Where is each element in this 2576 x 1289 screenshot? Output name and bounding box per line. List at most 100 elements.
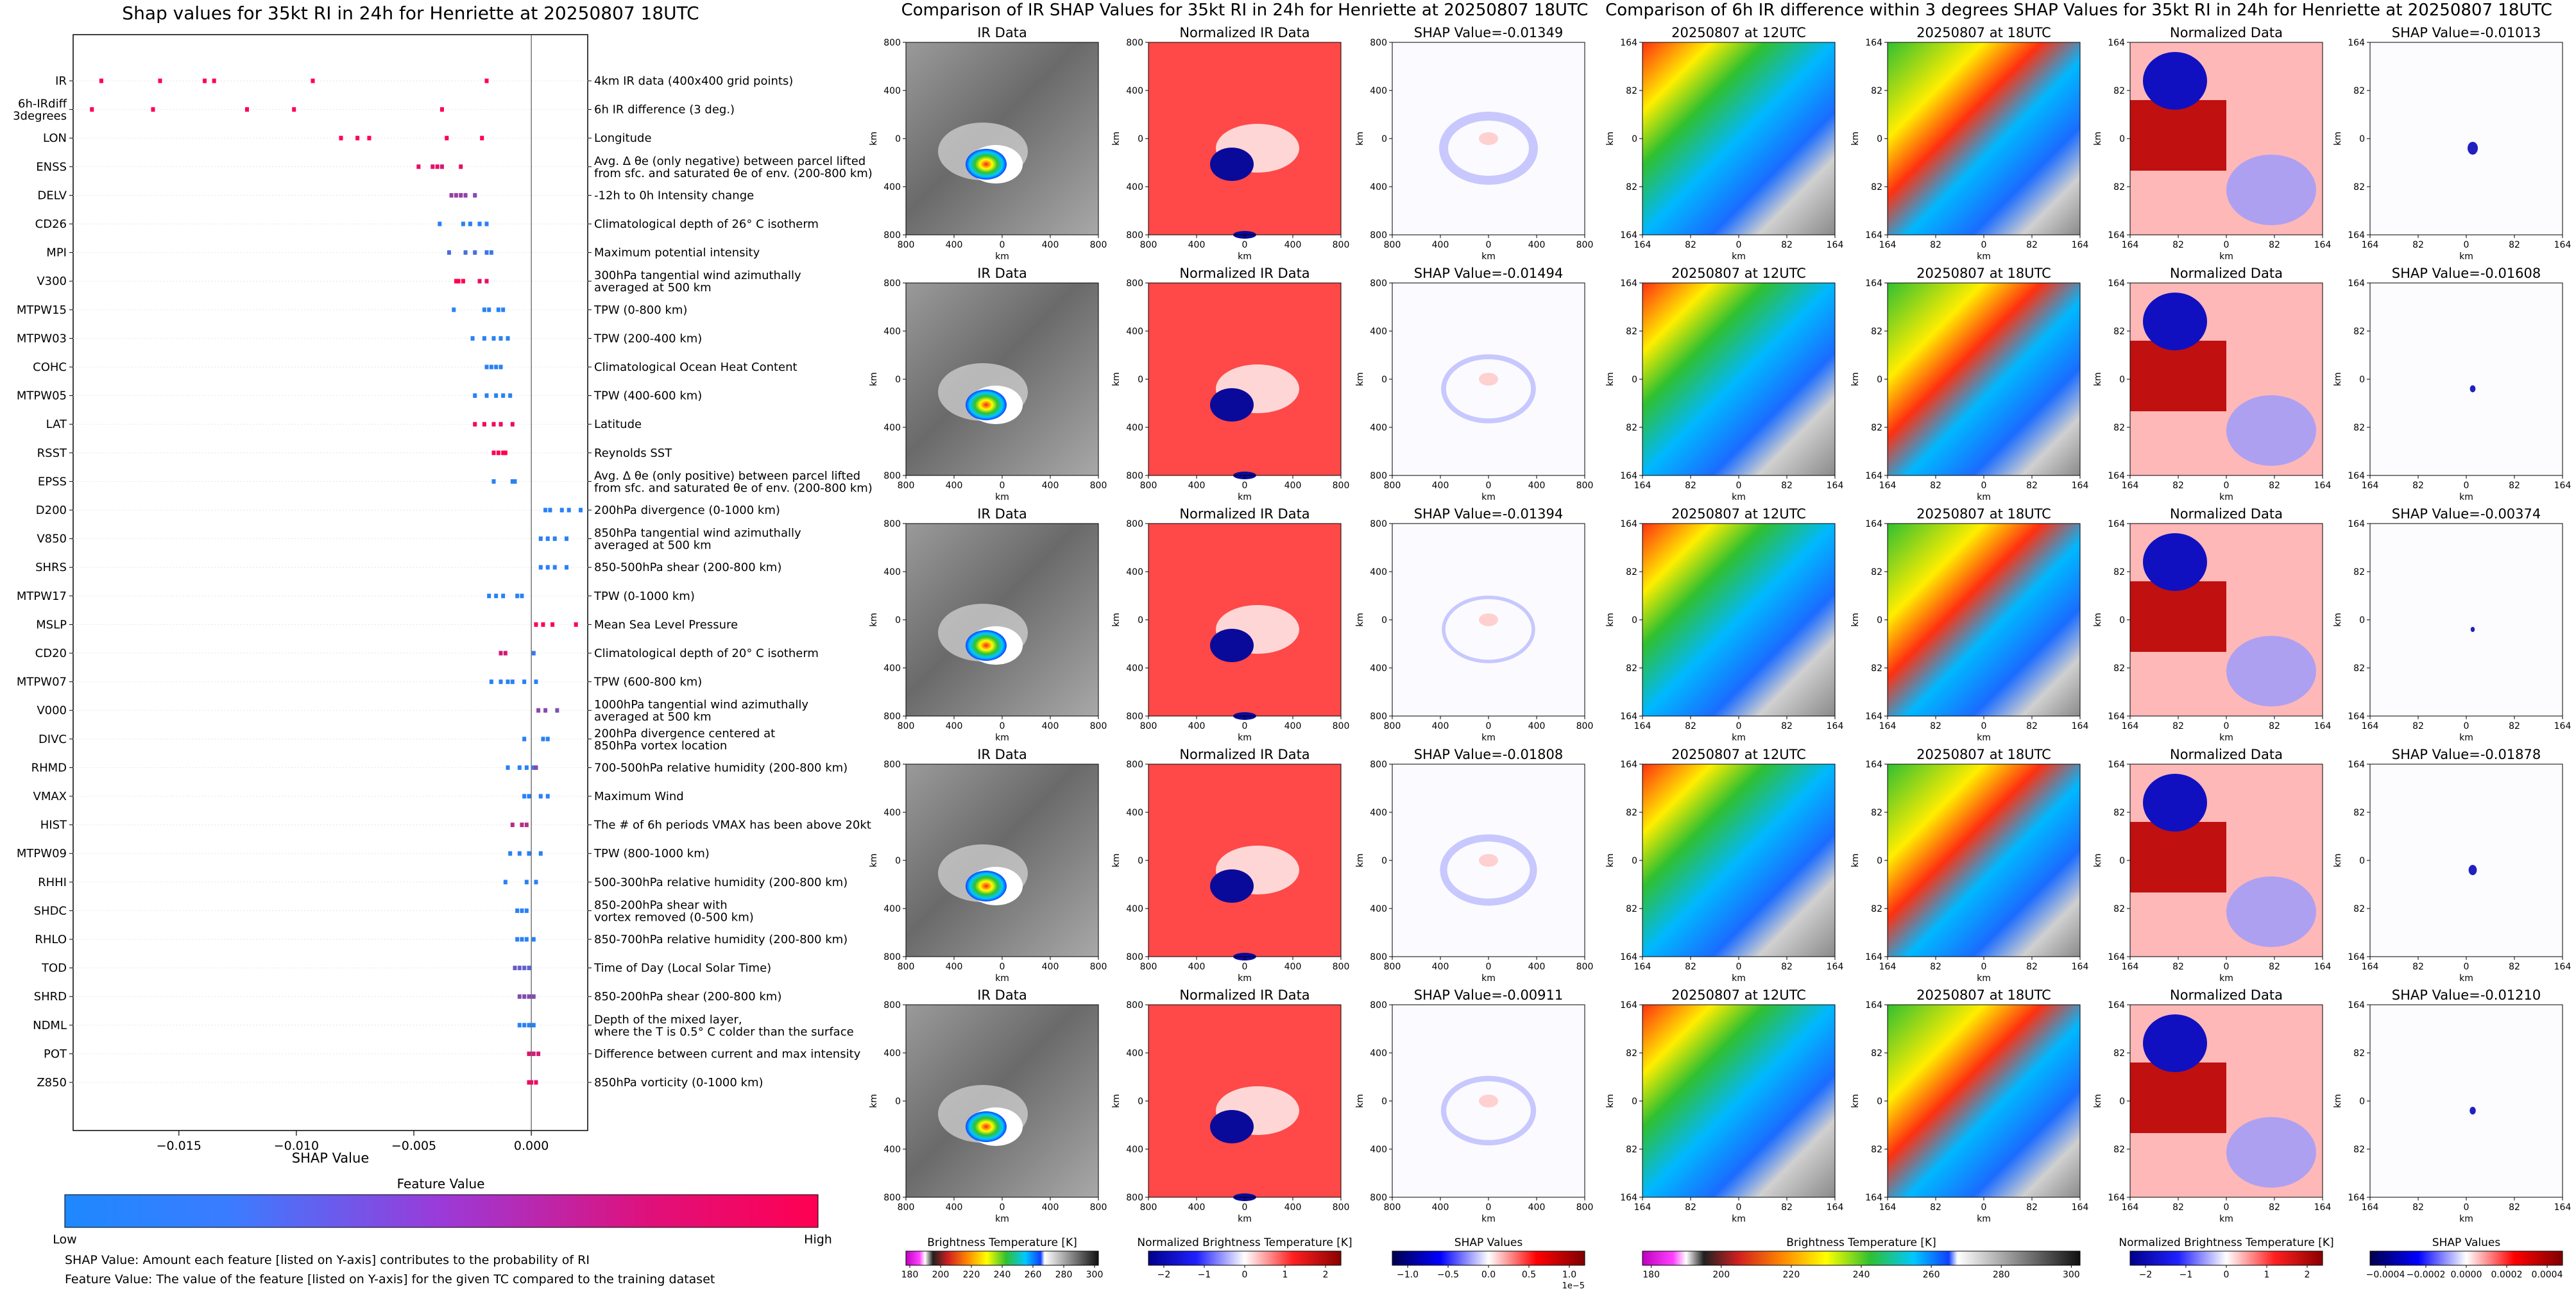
colorbar-low-label: Low (53, 1233, 76, 1247)
x-tick-label: 82 (1781, 481, 1793, 491)
feature-label: SHRS (35, 561, 67, 574)
x-tick-label: 0 (1242, 240, 1248, 250)
y-tick-label: 0 (1381, 856, 1387, 866)
y-tick-label: 0 (895, 134, 901, 144)
feature-label: EPSS (38, 475, 67, 488)
y-tick-label: 400 (883, 1048, 901, 1059)
x-tick-label: 800 (1090, 721, 1107, 731)
shap-point (522, 994, 527, 999)
shap-point (520, 908, 524, 913)
x-tick-label: 0 (1486, 1202, 1492, 1213)
x-tick-label: 82 (2412, 481, 2424, 491)
y-tick-label: 0 (2119, 1097, 2125, 1107)
x-tick-label: 82 (1930, 962, 1941, 972)
y-tick-label: 0 (1381, 615, 1387, 626)
panel-title: SHAP Value=-0.01394 (1414, 506, 1564, 522)
y-unit-label: km (1111, 853, 1122, 867)
x-tick-label: −0.015 (157, 1139, 201, 1153)
colorbar-tick-label: −0.0002 (2407, 1270, 2446, 1280)
shap-point (494, 593, 499, 599)
colorbar (2369, 1251, 2563, 1266)
x-tick-label: 82 (1781, 1202, 1793, 1213)
shap-point (480, 135, 484, 141)
y-unit-label: km (2093, 132, 2103, 146)
feature-label: V000 (37, 704, 67, 717)
storm-core (966, 389, 1007, 420)
x-tick-label: 82 (2269, 1202, 2280, 1213)
y-tick-label: 82 (2353, 327, 2365, 337)
x-tick-label: 164 (1634, 481, 1651, 491)
y-unit-label: km (1605, 372, 1616, 386)
colorbar-tick-label: 260 (1025, 1270, 1042, 1280)
x-tick-label: 82 (1685, 962, 1696, 972)
x-unit-label: km (1481, 1214, 1496, 1224)
y-tick-label: 800 (1370, 1000, 1387, 1011)
panel-title: SHAP Value=-0.01878 (2392, 747, 2541, 762)
y-tick-label: 82 (2353, 567, 2365, 577)
x-tick-label: 164 (2362, 1202, 2379, 1213)
feature-description: 4km IR data (400x400 grid points) (594, 74, 793, 88)
colorbar-exponent: 1e−5 (1562, 1281, 1585, 1289)
shap-point (508, 851, 513, 856)
x-tick-label: 164 (1879, 240, 1897, 250)
x-tick-label: 82 (2026, 1202, 2038, 1213)
x-tick-label: 164 (1634, 1202, 1651, 1213)
shap-point (565, 565, 569, 570)
feature-description: 850-700hPa relative humidity (200-800 km… (594, 933, 848, 946)
shap-point (473, 422, 477, 427)
panel-title: SHAP Value=-0.01494 (1414, 266, 1564, 281)
y-tick-label: 164 (1620, 38, 1637, 48)
x-tick-label: 0 (1981, 962, 1987, 972)
shap-point (520, 593, 524, 599)
y-unit-label: km (1355, 132, 1365, 146)
y-tick-label: 164 (2108, 278, 2125, 289)
shap-point (477, 221, 482, 226)
shap-point (484, 278, 489, 284)
feature-value-colorbar (64, 1194, 819, 1228)
x-tick-label: 0 (2224, 240, 2230, 250)
y-tick-label: 400 (1370, 663, 1387, 674)
x-tick-label: 800 (1140, 481, 1157, 491)
y-tick-label: 800 (1126, 1000, 1143, 1011)
y-tick-label: 164 (1865, 952, 1882, 962)
colorbars: Brightness Temperature [K]180 200 220 240 26… (901, 1236, 2563, 1289)
x-tick-label: 82 (2026, 240, 2038, 250)
shap-point (439, 164, 444, 169)
colorbar-label: SHAP Values (1454, 1236, 1523, 1249)
shap-point (567, 508, 571, 513)
y-tick-label: 164 (2348, 712, 2365, 722)
shap-point (99, 78, 103, 83)
shap-point (484, 78, 489, 83)
shap-point (522, 1023, 527, 1028)
y-tick-label: 82 (1871, 567, 1882, 577)
y-unit-label: km (2093, 372, 2103, 386)
y-tick-label: 400 (1370, 808, 1387, 818)
colorbar-tick-label: 2 (1323, 1270, 1329, 1280)
shap-point (484, 364, 489, 370)
y-unit-label: km (2093, 613, 2103, 627)
x-tick-label: 0 (1981, 721, 1987, 731)
shap-ring (1442, 595, 1535, 663)
panel-title: Normalized Data (2170, 747, 2283, 762)
shap-point (454, 192, 458, 198)
shap-point (543, 508, 548, 513)
shap-diff-image (2370, 524, 2563, 716)
x-tick-label: 0 (1242, 481, 1248, 491)
y-tick-label: 164 (2108, 760, 2125, 770)
x-tick-label: 164 (2554, 962, 2572, 972)
x-tick-label: 800 (898, 721, 915, 731)
colorbar-tick-label: −1 (2179, 1270, 2193, 1280)
panel-title: Normalized IR Data (1179, 987, 1309, 1003)
feature-description: 500-300hPa relative humidity (200-800 km… (594, 876, 848, 889)
y-tick-label: 82 (1871, 904, 1882, 914)
x-tick-label: 800 (1090, 1202, 1107, 1213)
x-tick-label: 164 (1827, 962, 1844, 972)
x-tick-label: 82 (2509, 1202, 2520, 1213)
y-tick-label: 82 (1871, 1145, 1882, 1155)
x-tick-label: 800 (1333, 962, 1350, 972)
x-tick-label: 82 (1930, 721, 1941, 731)
shap-point (541, 622, 545, 627)
y-tick-label: 82 (2113, 808, 2125, 818)
panel-title: SHAP Value=-0.01349 (1414, 25, 1564, 40)
